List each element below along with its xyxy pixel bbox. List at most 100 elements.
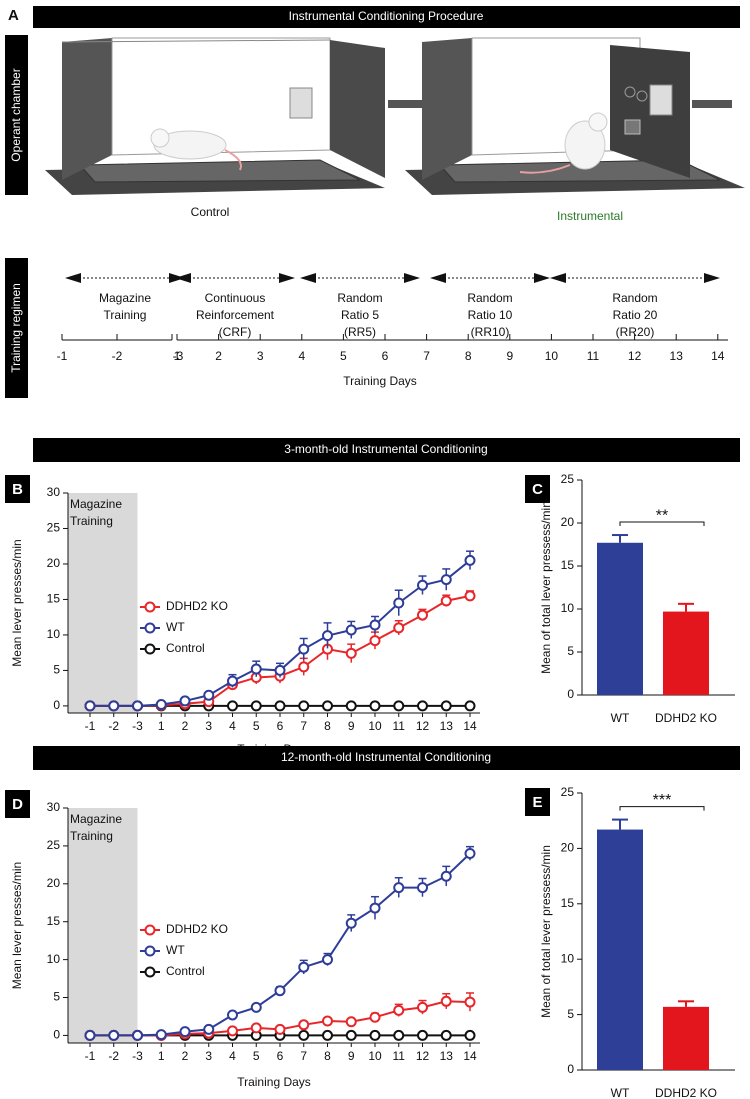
timeline-label: -3	[173, 349, 184, 363]
timeline-label: 8	[465, 349, 472, 363]
data-point	[417, 1001, 428, 1013]
data-point	[464, 1029, 476, 1041]
caption: Control	[191, 205, 230, 219]
bar	[663, 1006, 709, 1070]
y-tick-label: 5	[53, 663, 60, 677]
data-point	[464, 996, 476, 1008]
chamber-control	[45, 37, 428, 195]
data-point	[345, 1016, 357, 1028]
timeline-label: 11	[587, 349, 600, 363]
x-tick-label: 6	[277, 1049, 284, 1063]
side-bar	[5, 35, 28, 195]
data-point	[227, 675, 238, 687]
legend-label: DDHD2 KO	[166, 922, 228, 936]
header-bar	[33, 746, 740, 770]
legend-label: Control	[166, 641, 205, 655]
x-tick-label: 13	[440, 1049, 454, 1063]
panel-letter-box	[5, 475, 30, 503]
data-point	[108, 1029, 120, 1041]
phase-label: Random	[467, 291, 512, 305]
data-point	[369, 700, 381, 712]
data-point	[132, 1029, 143, 1041]
data-point	[464, 554, 476, 566]
y-tick-label: 20	[561, 515, 575, 529]
y-tick-label: 10	[47, 952, 61, 966]
phase-label: Ratio 10	[468, 308, 513, 322]
x-tick-label: 7	[300, 1049, 307, 1063]
y-tick-label: 15	[47, 592, 61, 606]
bar	[597, 542, 643, 695]
data-point	[369, 902, 381, 914]
data-point	[298, 1029, 310, 1041]
arrow-head	[300, 273, 316, 283]
x-tick-label: 3	[205, 1049, 212, 1063]
x-tick-label: 6	[277, 719, 284, 733]
phase-label: Random	[337, 291, 382, 305]
y-tick-label: 0	[53, 698, 60, 712]
legend-label: WT	[166, 943, 185, 957]
y-tick-label: 10	[47, 627, 61, 641]
shaded-region	[68, 493, 138, 713]
x-axis-label: Training Days	[237, 1075, 311, 1089]
y-axis-label: Mean of total lever pressess/min	[539, 501, 553, 674]
data-point	[322, 1029, 333, 1041]
data-point	[393, 1029, 405, 1041]
x-tick-label: -3	[132, 1049, 143, 1063]
phase-label: Reinforcement	[196, 308, 275, 322]
arrow-head	[430, 273, 446, 283]
data-point	[369, 1011, 381, 1023]
x-tick-label: WT	[611, 1086, 630, 1099]
data-point	[464, 590, 476, 602]
data-point	[250, 1001, 262, 1013]
annotation: Training	[70, 829, 113, 843]
y-tick-label: 0	[567, 687, 574, 701]
side-bar	[5, 258, 28, 398]
data-point	[322, 630, 333, 642]
x-tick-label: 12	[416, 1049, 430, 1063]
data-point	[227, 1025, 238, 1037]
data-point	[440, 870, 452, 882]
data-point	[417, 700, 428, 712]
x-tick-label: 1	[158, 1049, 165, 1063]
timeline-label: 6	[382, 349, 389, 363]
data-point	[393, 622, 405, 634]
y-axis-label: Mean lever presses/min	[10, 539, 24, 666]
x-axis-label: Training Days	[343, 374, 417, 388]
x-tick-label: 4	[229, 1049, 236, 1063]
data-point	[417, 882, 428, 894]
chart-title: 3-month-old Instrumental Conditioning	[284, 442, 487, 456]
data-point	[440, 595, 452, 607]
data-point	[464, 700, 476, 712]
bar	[663, 611, 709, 695]
x-tick-label: 2	[182, 719, 189, 733]
y-axis-label: Mean of total lever pressess/min	[539, 845, 553, 1018]
data-point	[155, 698, 167, 710]
arrow-head	[404, 273, 420, 283]
panel-letter-box	[5, 790, 30, 818]
data-point	[108, 700, 120, 712]
timeline-label: 10	[545, 349, 559, 363]
data-point	[322, 700, 333, 712]
data-point	[417, 1029, 428, 1041]
panel-letter-box	[525, 475, 550, 503]
data-point	[345, 624, 357, 636]
y-tick-label: 15	[561, 896, 575, 910]
data-point	[440, 995, 452, 1007]
x-tick-label: 5	[253, 1049, 260, 1063]
header-bar	[33, 438, 740, 462]
significance-bracket	[619, 521, 705, 527]
timeline-label: 14	[711, 349, 725, 363]
data-point	[464, 847, 476, 859]
y-tick-label: 25	[561, 472, 575, 486]
y-tick-label: 20	[561, 841, 575, 855]
y-tick-label: 25	[47, 521, 61, 535]
x-tick-label: -1	[85, 1049, 96, 1063]
annotation: Training	[70, 514, 113, 528]
data-point	[298, 700, 310, 712]
x-tick-label: 9	[348, 1049, 355, 1063]
caption: Instrumental	[557, 209, 623, 223]
x-tick-label: 2	[182, 1049, 189, 1063]
x-tick-label: -2	[108, 1049, 119, 1063]
arrow-head	[534, 273, 550, 283]
x-tick-label: 14	[463, 1049, 477, 1063]
